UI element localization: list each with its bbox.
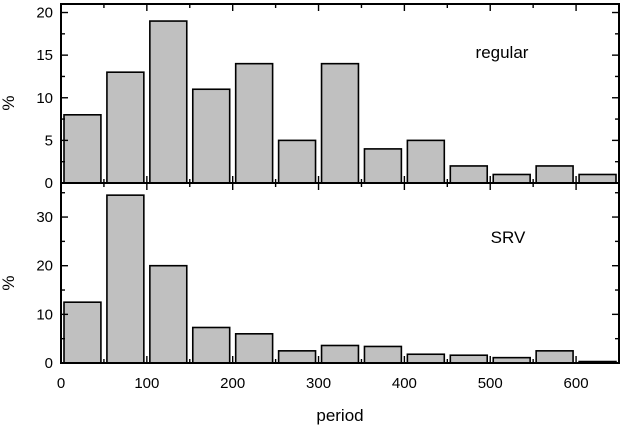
y-tick-label: 0 bbox=[45, 175, 53, 192]
bar-regular-4 bbox=[234, 62, 274, 184]
bar-srv-0 bbox=[63, 301, 102, 364]
x-axis-label: period bbox=[316, 406, 363, 425]
bar-regular-7 bbox=[363, 148, 403, 184]
y-axis-label-1: % bbox=[0, 275, 18, 290]
y-tick-label: 10 bbox=[36, 306, 53, 323]
bar-regular-1 bbox=[106, 71, 145, 184]
bar-regular-10 bbox=[492, 173, 531, 184]
bar-regular-0 bbox=[63, 114, 102, 184]
bar-regular-11 bbox=[535, 165, 574, 184]
x-tick-label: 200 bbox=[220, 375, 245, 392]
plot-frame-1 bbox=[60, 182, 620, 364]
x-tick-label: 100 bbox=[134, 375, 159, 392]
y-tick-label: 20 bbox=[36, 5, 53, 22]
y-tick-label: 0 bbox=[45, 355, 53, 372]
panel-regular: 0 5 10 15 20% regular bbox=[0, 3, 620, 192]
bar-regular-6 bbox=[320, 62, 360, 184]
bar-regular-12 bbox=[578, 173, 617, 184]
panel-srv: 0 10 20 30% SRV bbox=[0, 182, 620, 372]
bar-regular-3 bbox=[191, 88, 231, 184]
y-axis-label-0: % bbox=[0, 95, 18, 110]
x-tick-label: 500 bbox=[478, 375, 503, 392]
bar-srv-3 bbox=[191, 326, 231, 364]
x-tick-label: 0 bbox=[57, 375, 65, 392]
x-axis: 0 100 200 300 400 500 600 bbox=[57, 375, 589, 392]
panel-label-0: regular bbox=[476, 43, 529, 62]
bar-regular-5 bbox=[277, 139, 317, 184]
bar-srv-9 bbox=[449, 354, 489, 364]
y-tick-label: 30 bbox=[36, 209, 53, 226]
bar-srv-6 bbox=[320, 344, 360, 364]
bar-regular-9 bbox=[449, 165, 489, 184]
x-tick-label: 600 bbox=[564, 375, 589, 392]
bar-srv-1 bbox=[106, 194, 145, 364]
bar-srv-11 bbox=[535, 350, 574, 364]
bar-srv-7 bbox=[363, 345, 403, 364]
panel-label-1: SRV bbox=[491, 228, 526, 247]
bar-srv-5 bbox=[277, 350, 317, 364]
x-tick-label: 400 bbox=[392, 375, 417, 392]
y-tick-label: 10 bbox=[36, 90, 53, 107]
bar-srv-4 bbox=[234, 333, 274, 364]
bar-srv-2 bbox=[149, 264, 188, 364]
x-tick-label: 300 bbox=[306, 375, 331, 392]
y-tick-label: 15 bbox=[36, 47, 53, 64]
y-tick-label: 5 bbox=[45, 132, 53, 149]
bar-regular-2 bbox=[149, 20, 188, 184]
y-tick-label: 20 bbox=[36, 258, 53, 275]
bar-regular-8 bbox=[406, 139, 446, 184]
bar-srv-8 bbox=[406, 353, 446, 364]
